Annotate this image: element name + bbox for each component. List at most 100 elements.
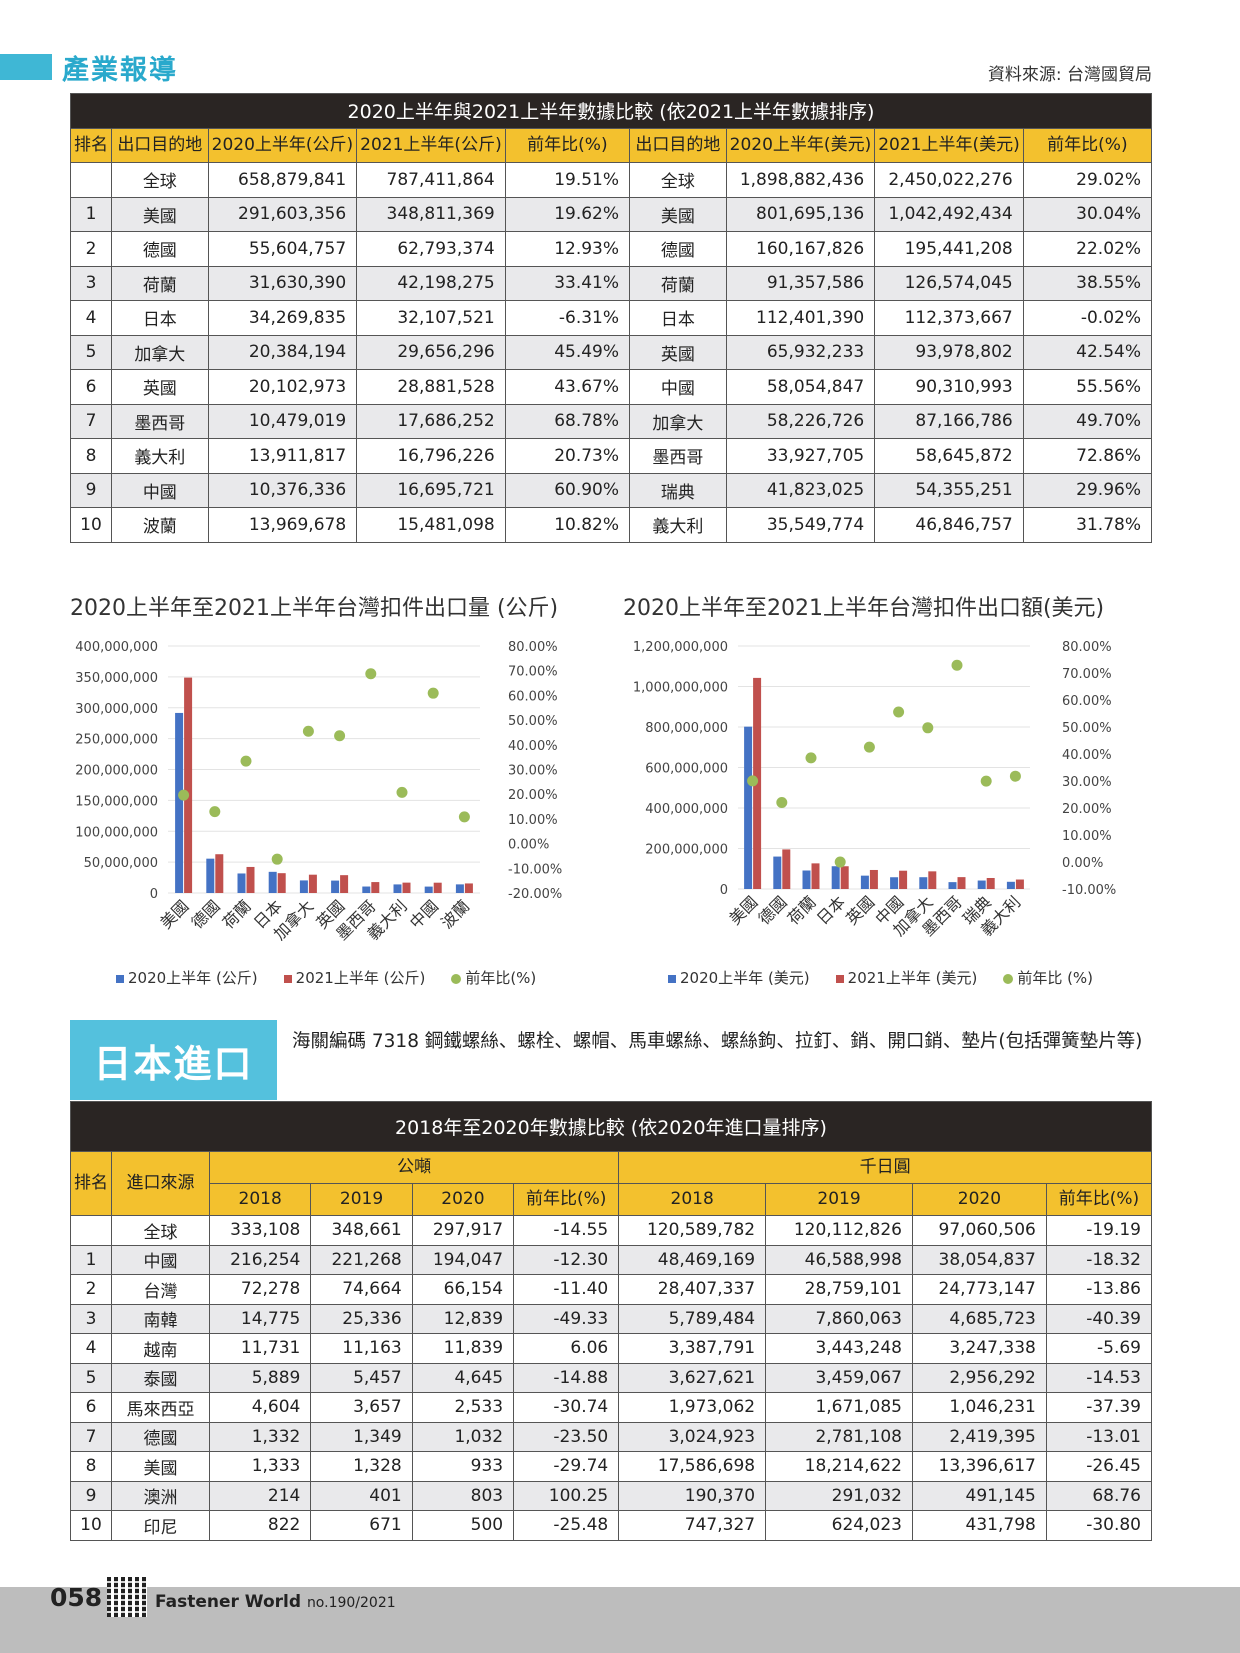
table-cell: 日本: [629, 300, 727, 336]
legend-marker: [668, 974, 676, 983]
legend-item: 2021上半年 (美元): [835, 967, 977, 988]
table-cell: 德國: [111, 231, 209, 267]
table-cell: 荷蘭: [629, 265, 727, 301]
table-row: 8 義大利 13,911,817 16,796,226 20.73% 墨西哥 33,927,…: [70, 438, 1153, 474]
bar-2020: [860, 875, 869, 889]
bar-2020: [362, 886, 371, 893]
table-cell: 58,645,872: [874, 438, 1024, 474]
table-cell: 72,278: [208, 1274, 312, 1305]
table-cell: 491,145: [911, 1480, 1047, 1511]
y2-tick-label: 10.00%: [508, 813, 558, 828]
japan-import-table: 2018年至2020年數據比較 (依2020年進口量排序) 排名 進口來源 公噸…: [70, 1101, 1153, 1541]
table-cell: 馬來西亞: [111, 1392, 210, 1423]
bar-2021: [986, 877, 995, 889]
table-cell: 68.76: [1045, 1480, 1153, 1511]
table-row: 2 德國 55,604,757 62,793,374 12.93% 德國 160,167,8…: [70, 231, 1153, 267]
bar-2020: [175, 712, 184, 893]
table-cell: 9: [70, 1480, 112, 1511]
table-cell: 28,407,337: [618, 1274, 767, 1305]
table-cell: 4,685,723: [911, 1303, 1047, 1334]
section-bar: [0, 54, 52, 80]
y-tick-label: 300,000,000: [75, 702, 158, 717]
table-cell: 6: [70, 369, 112, 405]
legend-marker: [451, 973, 462, 984]
y2-tick-label: 50.00%: [1062, 721, 1112, 736]
header-cell: 2020: [911, 1183, 1047, 1216]
table-cell: 214: [208, 1480, 312, 1511]
table-cell: 55.56%: [1022, 369, 1153, 405]
table-cell: -49.33: [513, 1303, 620, 1334]
bar-2021: [340, 875, 349, 893]
table-cell: 24,773,147: [911, 1274, 1047, 1305]
table-cell: 5: [70, 334, 112, 370]
y-tick-label: 400,000,000: [75, 640, 158, 655]
table-row: 3 荷蘭 31,630,390 42,198,275 33.41% 荷蘭 91,357,58…: [70, 265, 1153, 301]
table-cell: 48,469,169: [618, 1244, 767, 1275]
table-cell: 2,781,108: [765, 1421, 913, 1452]
qr-code-icon: [107, 1577, 147, 1617]
table-cell: 91,357,586: [725, 265, 876, 301]
y2-tick-label: 80.00%: [1062, 640, 1112, 655]
growth-point: [951, 659, 963, 671]
y2-tick-label: 50.00%: [508, 714, 558, 729]
table-cell: 13,396,617: [911, 1451, 1047, 1482]
header-cell: 2020上半年(美元): [725, 127, 876, 163]
table-cell: 22.02%: [1022, 231, 1153, 267]
page-number: 058: [50, 1583, 103, 1612]
table-cell: 28,759,101: [765, 1274, 913, 1305]
table-cell: 1,332: [208, 1421, 312, 1452]
table-cell: 38,054,837: [911, 1244, 1047, 1275]
legend-marker: [116, 974, 124, 983]
table-cell: 401: [310, 1480, 413, 1511]
y2-tick-label: -10.00%: [1062, 883, 1116, 898]
table-cell: 41,823,025: [725, 472, 876, 508]
table-cell: 46,588,998: [765, 1244, 913, 1275]
table-cell: -26.45: [1045, 1451, 1153, 1482]
table-cell: 62,793,374: [356, 231, 506, 267]
header-cell: 2021上半年(美元): [874, 127, 1024, 163]
y2-tick-label: 20.00%: [1062, 802, 1112, 817]
table-cell: 58,226,726: [725, 403, 876, 439]
table-row: 4 日本 34,269,835 32,107,521 -6.31% 日本 112,401,3…: [70, 300, 1153, 336]
table-cell: -18.32: [1045, 1244, 1153, 1275]
y2-tick-label: 0.00%: [1062, 856, 1103, 871]
bar-2021: [215, 854, 224, 893]
x-category-label: 美國: [725, 892, 761, 928]
bar-2021: [246, 866, 255, 893]
y-tick-label: 200,000,000: [645, 843, 728, 858]
table-cell: 加拿大: [629, 403, 727, 439]
table-cell: 20,102,973: [207, 369, 358, 405]
growth-point: [427, 687, 439, 699]
growth-point: [980, 775, 992, 787]
table-cell: 33,927,705: [725, 438, 876, 474]
table-cell: 5: [70, 1362, 112, 1393]
table-cell: 全球: [111, 162, 209, 198]
bar-2020: [744, 726, 753, 889]
table-cell: 35,549,774: [725, 507, 876, 543]
table-cell: -0.02%: [1022, 300, 1153, 336]
table-cell: 333,108: [208, 1215, 312, 1246]
table-cell: 46,846,757: [874, 507, 1024, 543]
section-title: 產業報導: [62, 55, 178, 86]
table-cell: 11,731: [208, 1333, 312, 1364]
bar-2020: [393, 884, 402, 893]
y-tick-label: 150,000,000: [75, 794, 158, 809]
bar-2020: [802, 870, 811, 889]
bar-2021: [869, 869, 878, 889]
table-cell: 16,796,226: [356, 438, 506, 474]
table-cell: 68.78%: [504, 403, 631, 439]
table-cell: 德國: [629, 231, 727, 267]
legend-item: 2020上半年 (美元): [668, 967, 810, 988]
y-tick-label: 250,000,000: [75, 733, 158, 748]
table-cell: 波蘭: [111, 507, 209, 543]
table-cell: 54,355,251: [874, 472, 1024, 508]
table-row: 1 中國 216,254 221,268 194,047 -12.30 48,469,169…: [70, 1244, 1153, 1275]
table-cell: -29.74: [513, 1451, 620, 1482]
table-cell: 4: [70, 300, 112, 336]
table-cell: 100.25: [513, 1480, 620, 1511]
header-cell: 2021上半年(公斤): [356, 127, 506, 163]
table-cell: 31.78%: [1022, 507, 1153, 543]
growth-point: [776, 797, 788, 809]
table-row: 6 馬來西亞 4,604 3,657 2,533 -30.74 1,973,062 1,671…: [70, 1392, 1153, 1423]
growth-point: [747, 775, 759, 787]
